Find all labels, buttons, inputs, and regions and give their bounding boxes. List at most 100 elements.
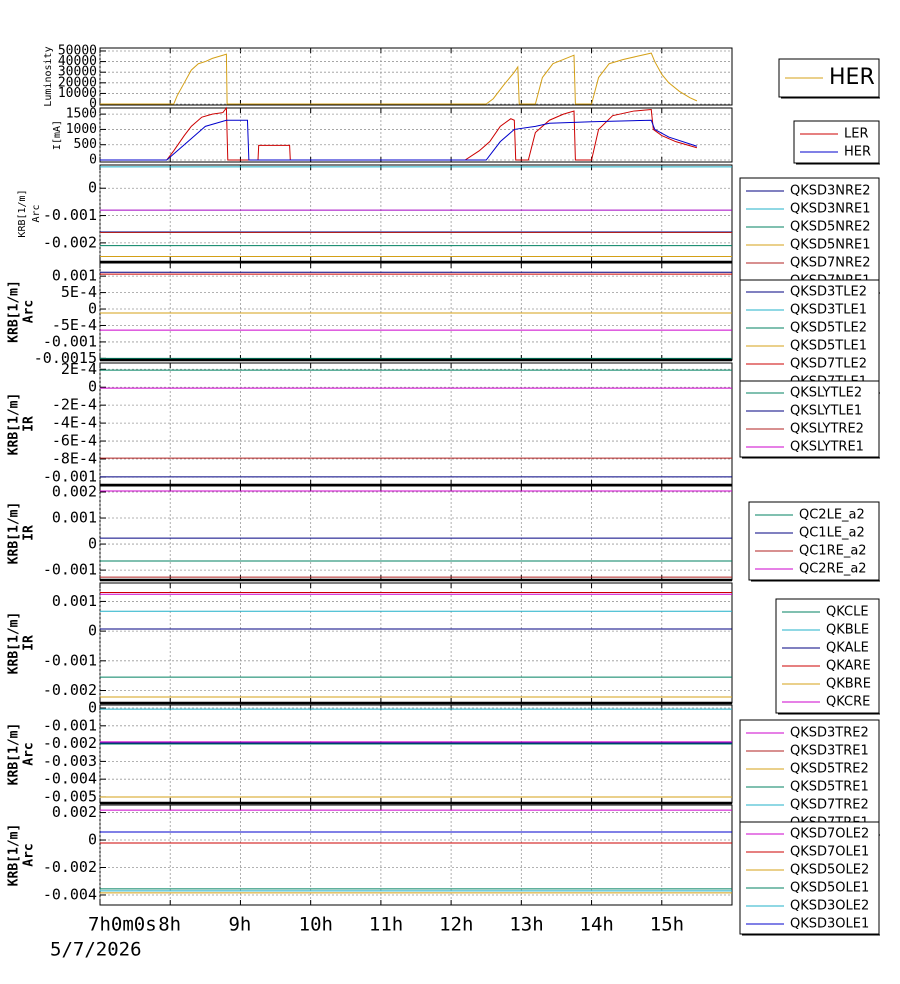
x-tick-label: 13h [509,914,543,936]
y-tick-label: -2E-4 [52,396,97,414]
legend-label: QKSD3TRE2 [790,726,869,741]
y-tick-label: 0 [88,378,97,396]
legend-label: QKSLYTLE1 [790,404,862,419]
x-tick-label: 15h [650,914,684,936]
y-tick-label: -0.001 [43,561,97,579]
y-tick-label: 0.002 [52,803,97,821]
y-tick-label: 30000 [58,65,97,80]
legend-label: QKSD7TRE2 [790,798,869,813]
legend-label: QKSD3NRE1 [790,202,871,217]
x-tick-label: 14h [580,914,614,936]
y-tick-label: 50000 [58,43,97,58]
legend: QKCLE QKBLE QKALE QKARE QKBRE QKCRE [775,598,880,715]
y-tick-label: 0 [88,699,97,717]
y-axis-label: KRB[1/m] [17,189,28,237]
x-tick-label: 12h [439,914,473,936]
legend: HER [778,58,880,99]
y-tick-label: 0 [89,153,97,168]
legend-label: QKSD7OLE1 [790,845,869,860]
panel: 0.001 0 -0.001 -0.002 KRB[1/m] IR [7,582,733,705]
y-tick-label: 0.002 [52,482,97,500]
series-line [100,119,698,161]
y-tick-label: 1500 [66,107,97,122]
legend: QKSD3TRE2 QKSD3TRE1 QKSD5TRE2 QKSD5TRE1 QKSD… [739,719,880,836]
legend: QKSD3TLE2 QKSD3TLE1 QKSD5TLE2 QKSD5TLE1 QKSD… [739,279,880,394]
y-tick-label: 5E-4 [61,283,97,301]
legend-label: QKSD5TRE2 [790,762,869,777]
legend-label: QKSD3OLE1 [790,917,869,932]
plot-area [99,362,733,486]
panel: 2E-40-2E-4-4E-4-6E-4-8E-4-0.001 KRB[1/m] I… [7,360,733,487]
plot-area [99,704,733,804]
plot-area [99,804,733,906]
legend-box [775,598,880,714]
legend-label: QKSLYTLE2 [790,386,862,401]
y-axis-label: KRB[1/m] [7,393,22,456]
panel: 0.002 0 -0.002 -0.004 KRB[1/m] Arc [7,803,733,906]
legend-label: QKSD5OLE1 [790,881,869,896]
panel: 0 -0.001 -0.002 KRB[1/m] Arc [17,164,733,264]
legend-label: QC2LE_a2 [799,508,865,523]
plot-area [99,262,733,361]
plot-area [99,582,733,704]
y-axis-label: KRB[1/m] [7,824,22,887]
legend-label: QKARE [826,659,871,674]
legend: QKSLYTLE2 QKSLYTLE1 QKSLYTRE2 QKSLYTRE1 [739,380,880,459]
y-tick-label: -0.005 [43,787,97,805]
panel: 0-0.001-0.002-0.003-0.004-0.005 KRB[1/m] A… [7,699,733,805]
y-tick-label: 0 [88,831,97,849]
y-axis-label: IR [22,525,37,541]
legend-label: QKSD3NRE2 [790,184,871,199]
legend: LER HER [793,120,880,165]
y-tick-label: -0.001 [43,206,97,224]
legend-label: QKCLE [826,605,869,620]
legend: QC2LE_a2 QC1LE_a2 QC1RE_a2 QC2RE_a2 [748,501,880,582]
y-axis-label: KRB[1/m] [7,612,22,675]
legend-label: QKSD5TLE2 [790,321,867,336]
y-tick-label: -0.002 [43,734,97,752]
y-axis-label: Luminosity [43,46,54,106]
legend-label: QKSD3TLE1 [790,303,867,318]
y-axis-label: KRB[1/m] [7,502,22,565]
legend-label: QC1LE_a2 [799,526,865,541]
legend-label: QKBRE [826,677,871,692]
y-tick-label: 0.001 [52,267,97,285]
y-tick-label: -0.002 [43,681,97,699]
y-tick-label: -0.004 [43,770,97,788]
y-axis-label: I[mA] [52,120,63,150]
y-axis-label: Arc [31,204,42,222]
y-tick-label: 10000 [58,86,97,101]
y-tick-label: 20000 [58,75,97,90]
legend-label: QKSD7NRE2 [790,256,871,271]
y-tick-label: -8E-4 [52,449,97,467]
legend-label: QKSLYTRE2 [790,422,864,437]
y-tick-label: -0.004 [43,885,97,903]
legend-label: QKSD5NRE1 [790,238,871,253]
y-tick-label: 0 [88,535,97,553]
legend-label: QC2RE_a2 [799,562,867,577]
y-tick-label: -0.003 [43,752,97,770]
y-tick-label: 0 [88,300,97,318]
y-tick-label: -0.001 [43,651,97,669]
y-tick-label: 1000 [66,122,97,137]
y-tick-label: 40000 [58,54,97,69]
legend-label: QKBLE [826,623,869,638]
legend: QKSD3NRE2 QKSD3NRE1 QKSD5NRE2 QKSD5NRE1 QKSD… [739,177,880,294]
x-tick-label: 11h [369,914,403,936]
legend-label: QKSD3TLE2 [790,285,867,300]
legend-box [739,279,880,393]
legend-label: HER [829,65,875,90]
y-tick-label: -0.0015 [34,349,97,367]
y-tick-label: 0 [88,179,97,197]
legend-label: QKSD5NRE2 [790,220,871,235]
y-tick-label: -0.001 [43,332,97,350]
legend-label: HER [844,145,871,160]
y-tick-label: -5E-4 [52,316,97,334]
y-tick-label: -0.002 [43,858,97,876]
y-tick-label: 2E-4 [61,360,97,378]
y-axis-label: Arc [22,742,37,765]
y-tick-label: -0.001 [43,467,97,485]
x-tick-label: 9h [228,914,251,936]
